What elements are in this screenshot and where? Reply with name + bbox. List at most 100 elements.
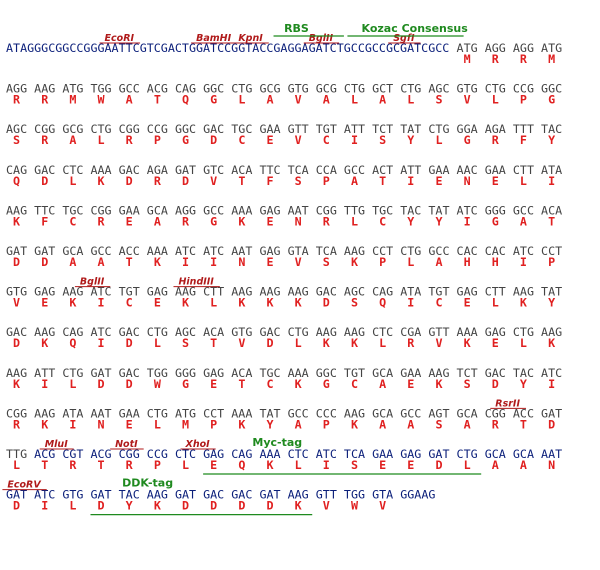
amino-acid: H: [464, 255, 471, 269]
amino-acid: T: [238, 377, 245, 391]
amino-acid: S: [379, 133, 386, 147]
codon: CGT: [62, 447, 83, 461]
amino-acid: R: [69, 458, 77, 472]
codon: GCA: [372, 406, 393, 420]
codon: GTG: [231, 325, 252, 339]
amino-acid: C: [323, 133, 330, 147]
codon: GAG: [400, 447, 421, 461]
codon: AAG: [541, 325, 562, 339]
amino-acid: Y: [407, 214, 414, 228]
amino-acid: P: [154, 133, 161, 147]
codon: GAC: [203, 122, 224, 136]
codon: ACG: [90, 447, 111, 461]
codon: TAT: [541, 285, 562, 299]
amino-acid: Q: [379, 296, 386, 310]
amino-acid: K: [154, 255, 161, 269]
amino-acid: L: [407, 255, 414, 269]
codon: GAC: [203, 488, 224, 502]
amino-acid: R: [520, 52, 528, 66]
codon: AGT: [428, 406, 449, 420]
amino-acid: T: [210, 336, 217, 350]
codon: GCC: [428, 244, 449, 258]
amino-acid: D: [41, 174, 48, 188]
codon: TCA: [344, 447, 365, 461]
codon: ATC: [175, 244, 196, 258]
amino-acid: P: [210, 417, 217, 431]
codon: CGG: [119, 122, 140, 136]
amino-acid: Y: [548, 296, 555, 310]
amino-acid: K: [351, 336, 358, 350]
codon: GAA: [119, 203, 140, 217]
codon: GCC: [400, 406, 421, 420]
amino-acid: N: [548, 458, 555, 472]
codon: TCA: [288, 163, 309, 177]
amino-acid: A: [379, 377, 386, 391]
codon: AAG: [513, 285, 534, 299]
amino-acid: I: [520, 255, 527, 269]
codon: TGT: [316, 122, 337, 136]
amino-acid: P: [154, 458, 161, 472]
codon: GCC: [288, 406, 309, 420]
feature-label: Myc-tag: [252, 436, 302, 449]
amino-acid: L: [98, 133, 105, 147]
amino-acid: I: [210, 255, 217, 269]
codon: TAC: [541, 122, 562, 136]
codon: GTG: [288, 82, 309, 96]
amino-acid: V: [464, 93, 471, 107]
codon: AAG: [147, 488, 168, 502]
amino-acid: R: [154, 174, 162, 188]
codon: GTT: [428, 325, 449, 339]
codon: GGC: [316, 366, 337, 380]
codon: CAG: [6, 163, 27, 177]
codon: GAT: [6, 488, 27, 502]
codon: AAG: [288, 488, 309, 502]
amino-acid: R: [492, 133, 500, 147]
amino-acid: S: [295, 174, 302, 188]
amino-acid: T: [379, 174, 386, 188]
amino-acid: L: [295, 458, 302, 472]
amino-acid: E: [41, 296, 48, 310]
amino-acid: K: [238, 296, 245, 310]
amino-acid: C: [126, 296, 133, 310]
codon: ATC: [90, 285, 111, 299]
codon: ATT: [400, 163, 421, 177]
amino-acid: A: [295, 417, 302, 431]
codon: TGT: [344, 366, 365, 380]
amino-acid: R: [13, 417, 21, 431]
amino-acid: C: [351, 377, 358, 391]
codon: CTT: [485, 285, 506, 299]
codon: AAC: [457, 163, 478, 177]
amino-acid: E: [126, 417, 133, 431]
amino-acid: L: [295, 336, 302, 350]
amino-acid: G: [182, 133, 189, 147]
amino-acid: C: [266, 377, 273, 391]
amino-acid: P: [520, 93, 527, 107]
amino-acid: L: [407, 93, 414, 107]
amino-acid: L: [520, 174, 527, 188]
codon: GAA: [259, 122, 280, 136]
codon: AAA: [231, 406, 252, 420]
amino-acid: A: [464, 417, 471, 431]
codon: AAA: [147, 244, 168, 258]
amino-acid: D: [98, 377, 105, 391]
codon: AAG: [344, 406, 365, 420]
amino-acid: I: [548, 377, 555, 391]
codon: ATA: [400, 285, 421, 299]
amino-acid: K: [238, 417, 245, 431]
amino-acid: L: [154, 417, 161, 431]
codon: TGC: [259, 366, 280, 380]
codon: CAC: [457, 244, 478, 258]
amino-acid: K: [295, 296, 302, 310]
codon: AGC: [428, 82, 449, 96]
codon: AAG: [6, 366, 27, 380]
enzyme-site-label: BglII: [309, 33, 334, 44]
codon: GAC: [119, 366, 140, 380]
codon: GGA: [457, 122, 478, 136]
amino-acid: I: [548, 174, 555, 188]
codon: GCT: [372, 82, 393, 96]
codon: AGG: [6, 82, 27, 96]
amino-acid: I: [41, 499, 48, 513]
amino-acid: R: [182, 214, 190, 228]
enzyme-site-label: NotI: [115, 439, 138, 450]
codon: AGC: [6, 122, 27, 136]
